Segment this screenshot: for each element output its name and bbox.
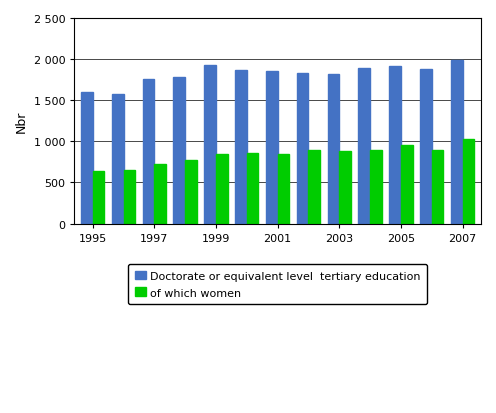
- Bar: [112, 95, 124, 224]
- Bar: [327, 75, 339, 224]
- Y-axis label: Nbr: Nbr: [15, 110, 28, 133]
- Bar: [204, 66, 216, 224]
- Bar: [154, 164, 166, 224]
- Legend: Doctorate or equivalent level  tertiary education, of which women: Doctorate or equivalent level tertiary e…: [128, 264, 427, 304]
- Bar: [370, 151, 382, 224]
- Bar: [174, 78, 185, 224]
- Bar: [216, 155, 228, 224]
- Bar: [278, 154, 289, 224]
- Bar: [420, 70, 432, 224]
- Bar: [235, 71, 247, 224]
- Bar: [297, 74, 309, 224]
- Bar: [247, 154, 258, 224]
- Bar: [462, 140, 474, 224]
- Bar: [185, 160, 197, 224]
- Bar: [143, 80, 154, 224]
- Bar: [389, 66, 401, 224]
- Bar: [358, 69, 370, 224]
- Bar: [432, 151, 443, 224]
- Bar: [81, 93, 93, 224]
- Bar: [339, 152, 351, 224]
- Bar: [401, 146, 413, 224]
- Bar: [309, 151, 320, 224]
- Bar: [93, 172, 105, 224]
- Bar: [124, 171, 135, 224]
- Bar: [266, 72, 278, 224]
- Bar: [451, 61, 462, 224]
